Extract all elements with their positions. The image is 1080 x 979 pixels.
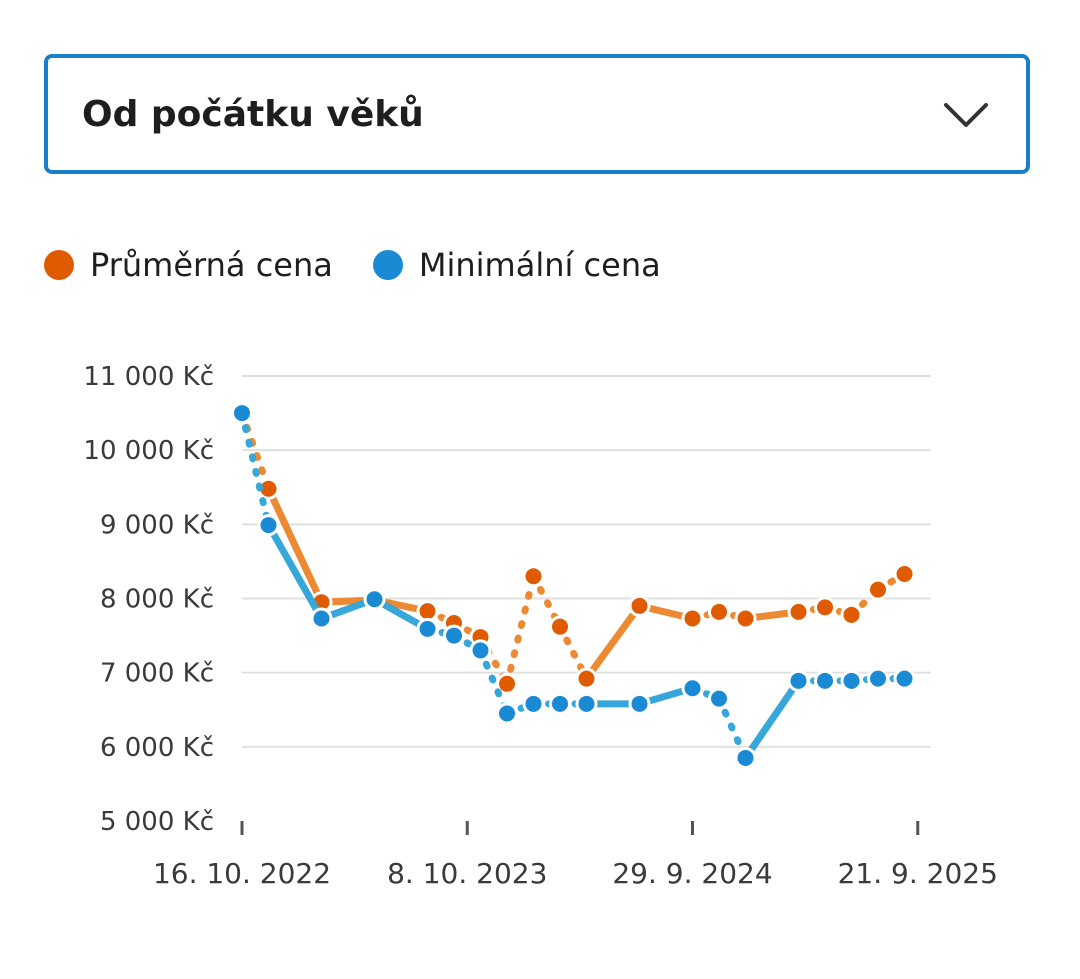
data-point-average bbox=[628, 594, 651, 617]
series-line-minimum bbox=[477, 646, 511, 717]
y-tick-label: 9 000 Kč bbox=[100, 510, 214, 540]
series-line-average bbox=[265, 485, 325, 606]
data-point-minimum bbox=[443, 624, 465, 647]
data-point-minimum bbox=[840, 669, 863, 692]
data-point-average bbox=[814, 596, 836, 619]
data-point-minimum bbox=[628, 692, 651, 715]
legend-item-average[interactable]: Průměrná cena bbox=[44, 246, 333, 284]
data-point-average bbox=[840, 603, 863, 626]
data-point-minimum bbox=[363, 588, 386, 611]
legend-label-minimum: Minimální cena bbox=[418, 246, 661, 284]
legend-dot-average bbox=[44, 250, 74, 280]
data-point-minimum bbox=[522, 692, 545, 715]
data-point-minimum bbox=[814, 669, 836, 692]
data-point-minimum bbox=[734, 746, 757, 769]
series-line-minimum bbox=[265, 521, 325, 623]
period-select-value: Od počátku věků bbox=[82, 93, 424, 135]
data-point-average bbox=[893, 563, 916, 586]
data-point-average bbox=[708, 600, 730, 623]
legend-label-average: Průměrná cena bbox=[90, 246, 333, 284]
data-point-average bbox=[867, 578, 889, 601]
data-point-minimum bbox=[416, 617, 439, 640]
series-line-average bbox=[503, 572, 537, 688]
data-point-minimum bbox=[867, 667, 889, 690]
period-select[interactable]: Od počátku věků bbox=[44, 54, 1030, 174]
data-point-minimum bbox=[257, 514, 280, 537]
legend-dot-minimum bbox=[372, 250, 403, 280]
data-point-minimum bbox=[681, 677, 704, 700]
data-point-average bbox=[681, 607, 704, 630]
data-point-minimum bbox=[469, 639, 492, 662]
data-point-minimum bbox=[496, 702, 518, 725]
legend-item-minimum[interactable]: Minimální cena bbox=[372, 246, 661, 284]
data-point-average bbox=[416, 600, 439, 623]
y-tick-label: 7 000 Kč bbox=[100, 659, 214, 689]
data-point-minimum bbox=[575, 692, 598, 715]
data-point-minimum bbox=[708, 687, 730, 710]
x-tick-label: 16. 10. 2022 bbox=[153, 857, 331, 890]
data-point-average bbox=[522, 565, 545, 588]
data-point-average bbox=[496, 672, 518, 695]
x-tick-label: 8. 10. 2023 bbox=[387, 857, 547, 890]
series-line-average bbox=[583, 602, 643, 683]
series-line-minimum bbox=[238, 409, 272, 529]
data-point-minimum bbox=[893, 667, 916, 690]
y-tick-label: 6 000 Kč bbox=[100, 733, 214, 763]
price-chart: 11 000 Kč 10 000 Kč 9 000 Kč 8 000 Kč 7 000 … bbox=[83, 362, 998, 890]
data-point-average bbox=[549, 615, 571, 638]
x-tick-label: 21. 9. 2025 bbox=[838, 857, 998, 890]
data-point-minimum bbox=[787, 669, 810, 692]
data-point-minimum bbox=[310, 607, 333, 630]
y-tick-label: 11 000 Kč bbox=[83, 362, 214, 392]
data-point-average bbox=[734, 607, 757, 630]
y-tick-label: 10 000 Kč bbox=[83, 436, 214, 466]
chevron-down-icon bbox=[944, 103, 988, 127]
x-tick-label: 29. 9. 2024 bbox=[612, 857, 772, 890]
chart-legend: Průměrná cena Minimální cena bbox=[44, 246, 701, 284]
data-point-minimum bbox=[549, 692, 571, 715]
series-line-minimum bbox=[715, 695, 749, 762]
y-tick-label: 5 000 Kč bbox=[100, 807, 214, 837]
data-point-average bbox=[575, 667, 598, 690]
data-point-minimum bbox=[231, 402, 253, 425]
series-line-minimum bbox=[742, 677, 802, 762]
y-tick-label: 8 000 Kč bbox=[100, 585, 214, 615]
data-point-average bbox=[787, 600, 810, 623]
